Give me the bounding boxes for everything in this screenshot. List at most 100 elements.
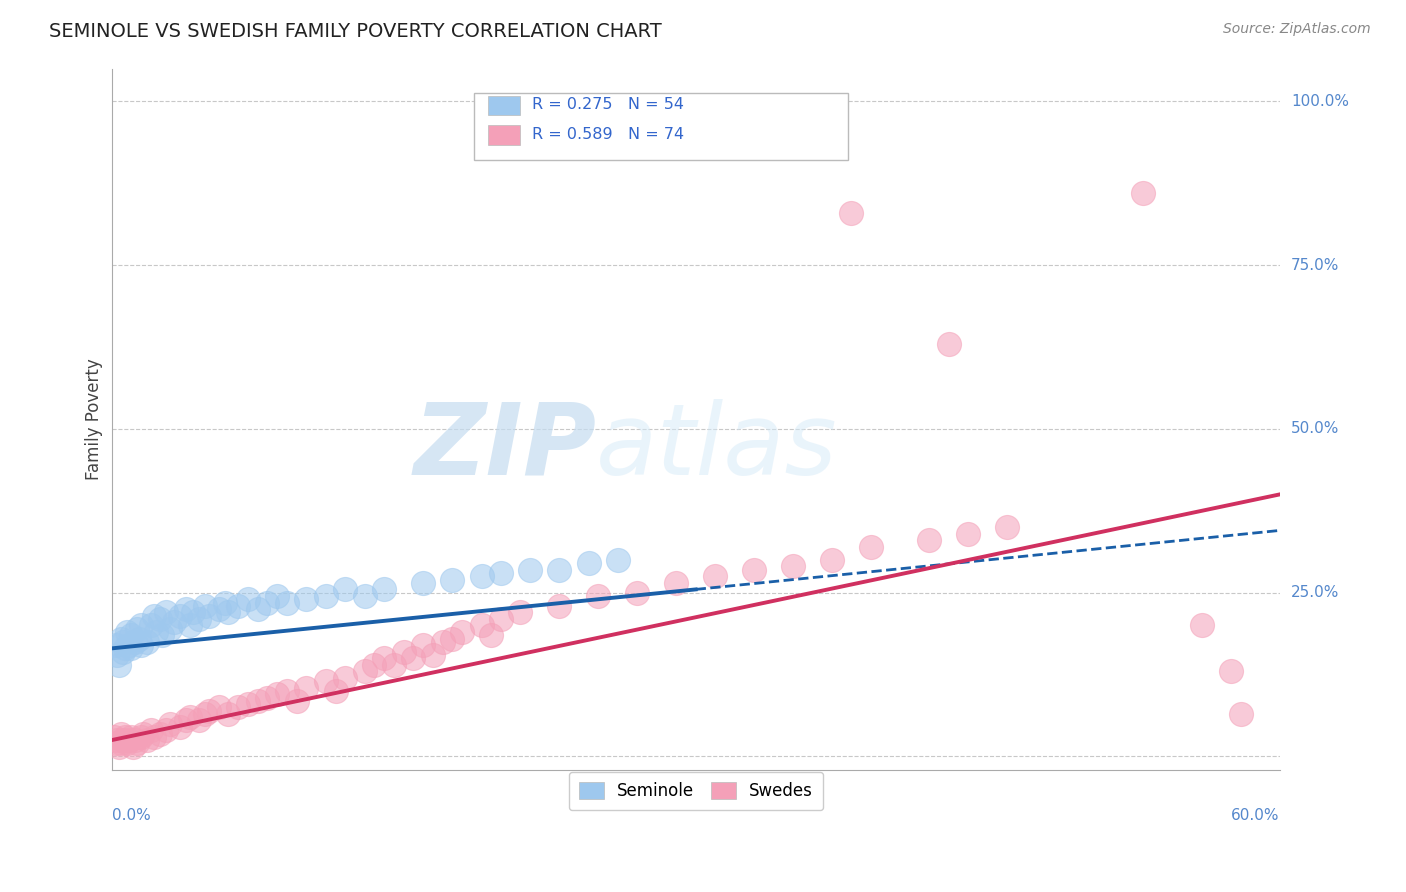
Point bbox=[382, 657, 405, 672]
Point bbox=[120, 641, 142, 656]
Point bbox=[110, 736, 132, 750]
Point bbox=[451, 625, 474, 640]
Point bbox=[108, 739, 131, 754]
Point bbox=[188, 714, 211, 728]
Point bbox=[208, 602, 231, 616]
Point bbox=[149, 726, 172, 740]
FancyBboxPatch shape bbox=[488, 125, 520, 145]
Point bbox=[548, 563, 571, 577]
Point bbox=[150, 628, 173, 642]
Point bbox=[256, 690, 278, 705]
Text: 0.0%: 0.0% bbox=[111, 808, 150, 823]
Point bbox=[208, 700, 231, 714]
Point bbox=[276, 684, 298, 698]
Point bbox=[118, 733, 141, 747]
Point bbox=[112, 635, 135, 649]
Point bbox=[194, 599, 217, 613]
Point bbox=[938, 336, 960, 351]
Point bbox=[373, 582, 395, 597]
Point bbox=[626, 585, 648, 599]
Point bbox=[509, 605, 531, 619]
Point bbox=[124, 635, 146, 649]
Point bbox=[155, 605, 177, 619]
Point bbox=[489, 612, 512, 626]
Point bbox=[169, 720, 191, 734]
Point bbox=[392, 645, 415, 659]
Point bbox=[246, 602, 269, 616]
Text: 75.0%: 75.0% bbox=[1291, 258, 1339, 273]
Point bbox=[139, 618, 162, 632]
Point bbox=[122, 739, 145, 754]
Point bbox=[174, 602, 197, 616]
Point bbox=[1191, 618, 1213, 632]
Point bbox=[859, 540, 882, 554]
Point bbox=[704, 569, 727, 583]
Point bbox=[548, 599, 571, 613]
Point bbox=[606, 553, 628, 567]
Point bbox=[1229, 706, 1251, 721]
Point bbox=[145, 625, 167, 640]
Point bbox=[470, 569, 492, 583]
Text: R = 0.275   N = 54: R = 0.275 N = 54 bbox=[531, 97, 685, 112]
Point bbox=[479, 628, 502, 642]
Point bbox=[115, 625, 138, 640]
Point bbox=[226, 599, 249, 613]
Point bbox=[188, 612, 211, 626]
Point bbox=[132, 726, 155, 740]
Point bbox=[578, 556, 600, 570]
FancyBboxPatch shape bbox=[488, 95, 520, 115]
Point bbox=[412, 575, 434, 590]
Text: SEMINOLE VS SWEDISH FAMILY POVERTY CORRELATION CHART: SEMINOLE VS SWEDISH FAMILY POVERTY CORRE… bbox=[49, 22, 662, 41]
Point bbox=[363, 657, 385, 672]
Point bbox=[104, 736, 127, 750]
Point bbox=[995, 520, 1018, 534]
Point bbox=[821, 553, 844, 567]
Point bbox=[217, 605, 239, 619]
Point bbox=[315, 589, 337, 603]
Point bbox=[159, 716, 181, 731]
Legend: Seminole, Swedes: Seminole, Swedes bbox=[568, 772, 823, 810]
Text: 100.0%: 100.0% bbox=[1291, 94, 1348, 109]
Point bbox=[918, 533, 941, 548]
Point bbox=[198, 608, 221, 623]
Point bbox=[128, 632, 150, 646]
Point bbox=[163, 615, 186, 629]
Point bbox=[1132, 186, 1154, 200]
Text: ZIP: ZIP bbox=[413, 399, 596, 496]
Point bbox=[519, 563, 541, 577]
Y-axis label: Family Poverty: Family Poverty bbox=[86, 359, 103, 480]
Point bbox=[120, 730, 142, 744]
Point bbox=[236, 592, 259, 607]
Point bbox=[441, 632, 464, 646]
Point bbox=[114, 730, 136, 744]
Point bbox=[118, 638, 141, 652]
Point bbox=[135, 635, 157, 649]
Point bbox=[114, 641, 136, 656]
Point bbox=[179, 710, 201, 724]
Point bbox=[129, 638, 152, 652]
Point bbox=[139, 723, 162, 738]
Point bbox=[169, 608, 191, 623]
Point bbox=[198, 704, 221, 718]
Point bbox=[335, 582, 357, 597]
Point bbox=[432, 635, 454, 649]
Point bbox=[422, 648, 444, 662]
Point bbox=[125, 622, 148, 636]
Point bbox=[295, 681, 318, 695]
Point bbox=[107, 733, 129, 747]
Point bbox=[266, 589, 288, 603]
Point bbox=[174, 714, 197, 728]
Point bbox=[214, 595, 236, 609]
Point bbox=[353, 589, 375, 603]
Point bbox=[194, 706, 217, 721]
Point bbox=[108, 657, 131, 672]
Point bbox=[110, 726, 132, 740]
Point bbox=[470, 618, 492, 632]
Point bbox=[256, 595, 278, 609]
Point bbox=[957, 526, 980, 541]
Point bbox=[295, 592, 318, 607]
Point bbox=[353, 665, 375, 679]
Point bbox=[276, 595, 298, 609]
Point bbox=[107, 648, 129, 662]
Text: 50.0%: 50.0% bbox=[1291, 421, 1339, 436]
